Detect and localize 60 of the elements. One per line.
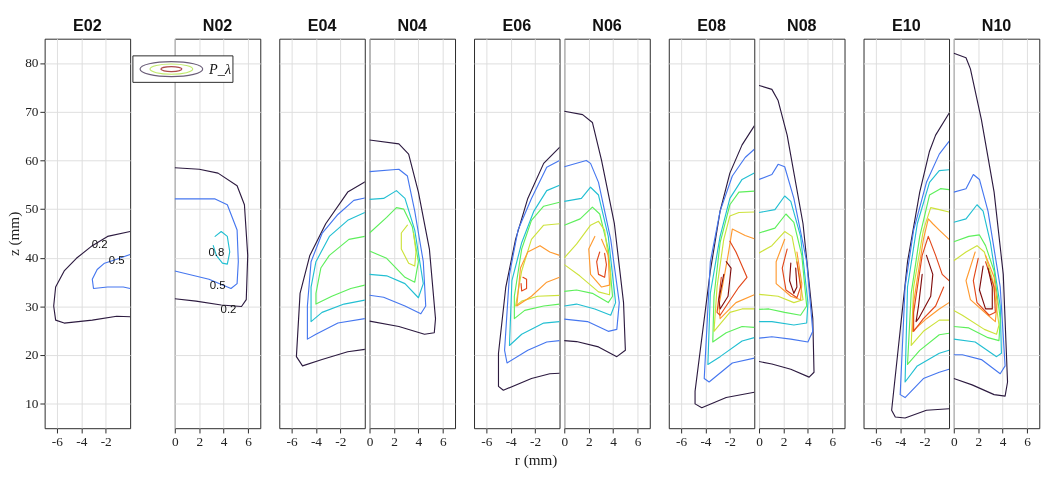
- chart-title: N08: [786, 16, 817, 35]
- x-tick-label: -2: [530, 433, 542, 449]
- x-tick-label: 0: [171, 433, 179, 449]
- chart-title: E06: [502, 16, 532, 35]
- y-tick-label: 20: [25, 347, 39, 363]
- y-tick-label: 60: [25, 152, 39, 168]
- x-tick-label: -6: [286, 433, 298, 449]
- y-tick-label: 40: [25, 250, 39, 266]
- line-series: [91, 253, 131, 290]
- y-tick-label: 50: [25, 201, 39, 217]
- chart-title: E08: [697, 16, 726, 35]
- x-tick-label: -2: [335, 433, 347, 449]
- x-tick-label: -6: [870, 433, 883, 449]
- y-tick-label: 30: [25, 298, 39, 314]
- x-tick-label: 0: [366, 433, 374, 449]
- chart-title: E10: [891, 16, 921, 35]
- x-tick-label: 4: [805, 433, 813, 449]
- x-tick-label: 2: [391, 433, 398, 449]
- x-tick-label: 0: [756, 433, 764, 449]
- x-tick-label: 6: [829, 433, 837, 449]
- x-tick-label: -2: [100, 433, 112, 449]
- x-tick-label: -2: [724, 433, 736, 449]
- annotation: 0.5: [209, 278, 226, 291]
- x-tick-label: 0: [950, 433, 958, 449]
- annotation: 0.2: [91, 237, 108, 250]
- x-tick-label: 6: [245, 433, 253, 449]
- x-tick-label: 2: [780, 433, 788, 449]
- x-tick-label: -6: [675, 433, 688, 449]
- x-tick-label: -4: [895, 433, 907, 449]
- x-tick-label: -4: [700, 433, 712, 449]
- x-tick-label: -6: [481, 433, 493, 449]
- x-tick-label: -4: [310, 433, 323, 449]
- x-tick-label: -2: [919, 433, 931, 449]
- x-tick-label: -4: [505, 433, 518, 449]
- x-tick-label: 4: [415, 433, 423, 449]
- chart-title: N10: [981, 16, 1012, 35]
- annotation: 0.2: [220, 303, 237, 316]
- chart-title: E02: [73, 16, 102, 35]
- x-tick-label: -6: [51, 433, 64, 449]
- x-tick-label: 0: [561, 433, 569, 449]
- x-tick-label: -4: [76, 433, 88, 449]
- chart-title: N04: [397, 16, 428, 35]
- x-tick-label: 6: [1024, 433, 1032, 449]
- x-tick-label: 6: [439, 433, 447, 449]
- x-tick-label: 2: [196, 433, 204, 449]
- chart-title: E04: [307, 16, 337, 35]
- x-tick-label: 2: [585, 433, 593, 449]
- x-tick-label: 4: [220, 433, 228, 449]
- x-tick-label: 6: [634, 433, 642, 449]
- y-tick-label: 10: [25, 396, 39, 412]
- line-series: [53, 230, 131, 324]
- x-tick-label: 2: [975, 433, 983, 449]
- y-axis-title: z (mm): [4, 211, 23, 257]
- y-tick-label: 70: [25, 104, 39, 120]
- chart-title: N02: [202, 16, 233, 35]
- x-tick-label: 4: [610, 433, 618, 449]
- x-tick-label: 4: [999, 433, 1007, 449]
- x-axis-title: r (mm): [514, 450, 558, 469]
- chart-title: N06: [592, 16, 622, 35]
- y-tick-label: 80: [25, 55, 39, 71]
